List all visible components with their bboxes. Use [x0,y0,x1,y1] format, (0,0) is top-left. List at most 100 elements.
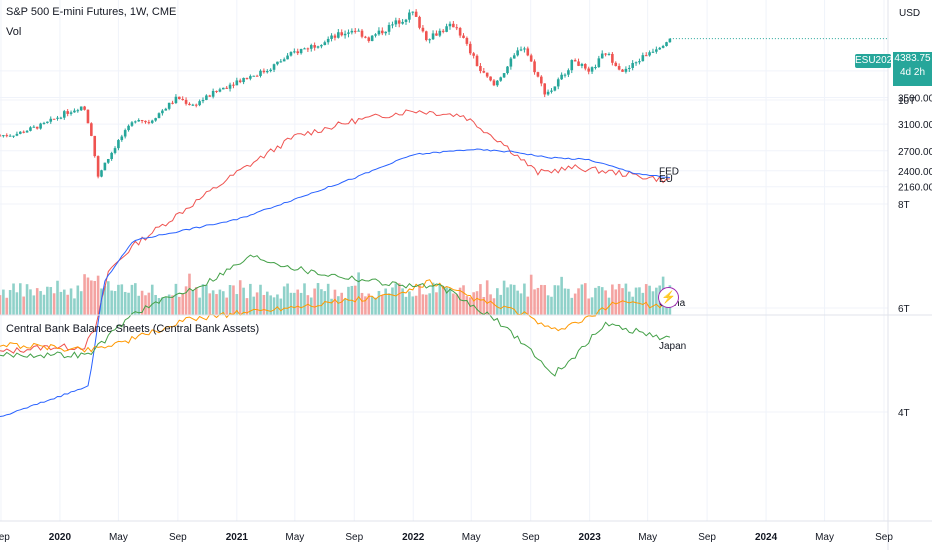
volume-bar [249,283,252,315]
candle-body [394,20,398,25]
x-tick-label: 2022 [402,532,425,543]
volume-bar [496,288,499,315]
volume-bar [150,284,154,315]
volume-bar [232,285,235,315]
volume-bar [259,284,262,315]
candle-body [381,30,384,34]
volume-bar [512,284,516,315]
volume-bar [171,295,174,315]
candle-body [235,80,239,86]
candle-body [634,62,638,64]
volume-bar [221,291,225,315]
volume-bar [330,298,333,315]
volume-bar [523,283,526,315]
indicator-title[interactable]: Central Bank Balance Sheets (Central Ban… [6,323,260,335]
x-tick-label: May [109,532,128,543]
candle-body [134,121,137,123]
volume-bar [303,283,306,315]
volume-bar [211,290,215,315]
candle-body [485,72,489,77]
candle-body [590,67,594,72]
candle-body [337,32,340,38]
volume-bar [580,284,584,315]
volume-bar [188,273,191,315]
candle-body [127,125,130,131]
volume-bar [634,287,638,315]
candle-body [272,64,276,70]
candle-body [29,127,32,131]
candle-body [137,120,141,122]
candle-body [218,89,222,92]
candle-body [638,61,641,63]
volume-bar [25,284,29,315]
volume-bar [546,295,550,315]
volume-bar [117,284,120,315]
volume-bar [516,290,519,315]
volume-bar [364,296,367,315]
currency-label[interactable]: USD [899,8,921,19]
candle-body [455,27,459,29]
candle-body [661,46,665,48]
candle-body [411,11,415,13]
volume-bar [272,297,276,315]
series-line-eu [0,148,670,417]
candle-body [617,66,621,70]
volume-bar [106,281,110,315]
candle-body [15,133,19,136]
volume-bar [387,293,391,315]
volume-bar [228,285,232,315]
candle-body [249,76,252,79]
volume-bar [235,294,239,315]
candle-body [441,30,445,32]
volume-bar [540,284,543,315]
candle-body [66,111,69,114]
price-tick-label: 2160.00 [898,183,932,194]
candle-body [607,53,611,55]
candle-body [512,55,516,59]
volume-bar [594,287,597,315]
candle-body [421,27,425,32]
balance-tick-label: 8T [898,200,910,211]
candle-body [238,80,242,83]
candle-body [269,69,272,72]
volume-bar [651,291,655,315]
candle-body [364,36,367,38]
candle-body [113,148,117,153]
candle-body [164,108,168,111]
candle-body [367,37,371,42]
lightning-icon[interactable]: ⚡ [658,287,679,308]
volume-bar [161,297,164,315]
candle-body [184,99,188,104]
candle-body [550,90,553,92]
candle-body [567,70,570,75]
volume-bar [435,292,438,315]
volume-bar [157,298,161,315]
volume-bar [584,283,587,315]
x-tick-label: Sep [169,532,187,543]
volume-bars [0,272,672,315]
volume-bar [638,287,641,315]
volume-bar [83,274,86,315]
series-label-fed: FED [659,167,679,178]
candle-body [130,122,134,126]
volume-bar [0,295,2,315]
volume-bar [479,284,482,315]
candle-body [377,30,381,35]
x-tick-label: Sep [522,532,540,543]
volume-bar [59,291,63,315]
candle-body [624,68,628,72]
volume-bar [316,283,320,315]
candle-body [543,83,547,95]
x-tick-label: 2020 [49,532,72,543]
volume-bar [543,285,547,315]
candle-body [509,58,513,67]
volume-bar [644,284,648,315]
volume-bar [120,284,124,315]
volume-bar [32,295,36,315]
candle-body [597,58,601,68]
x-tick-label: Sep [698,532,716,543]
volume-bar [299,292,303,315]
volume-bar [489,294,492,315]
